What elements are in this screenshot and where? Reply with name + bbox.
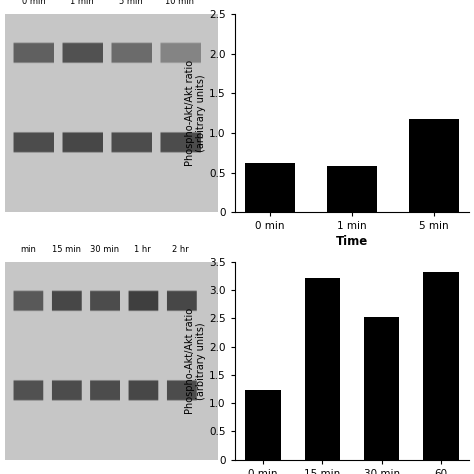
Text: 30 min: 30 min <box>90 245 119 254</box>
X-axis label: Time: Time <box>336 236 368 248</box>
Bar <box>305 278 340 460</box>
Text: 2 hr: 2 hr <box>173 245 189 254</box>
Text: 1 hr: 1 hr <box>134 245 151 254</box>
Text: 1 min: 1 min <box>70 0 94 6</box>
Bar <box>364 317 400 460</box>
Text: min: min <box>20 245 36 254</box>
Text: 5 min: 5 min <box>119 0 143 6</box>
Bar <box>328 166 377 212</box>
Text: 15 min: 15 min <box>52 245 81 254</box>
Y-axis label: Phospho-Akt/Akt ratio
(arbitrary units): Phospho-Akt/Akt ratio (arbitrary units) <box>185 60 206 166</box>
Text: 10 min: 10 min <box>165 0 194 6</box>
Bar <box>410 119 459 212</box>
Text: 0 min: 0 min <box>21 0 45 6</box>
Y-axis label: Phospho-Akt/Akt ratio
(arbitrary units): Phospho-Akt/Akt ratio (arbitrary units) <box>185 308 206 414</box>
Bar <box>246 163 295 212</box>
Bar <box>423 272 459 460</box>
Bar <box>246 390 281 460</box>
